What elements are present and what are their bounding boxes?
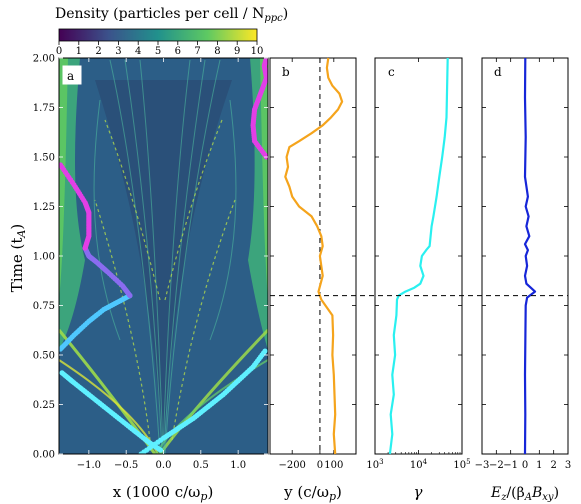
y-axis-label: Time (tA) — [8, 224, 28, 292]
panel-b: b −200 0 100 y (c/ωp) — [269, 57, 357, 503]
colorbar-tick-label: 3 — [115, 46, 121, 57]
x-tick-label: 1 — [536, 460, 542, 471]
y-tick-label: 2.00 — [33, 54, 55, 65]
colorbar-tick-label: 9 — [234, 46, 240, 57]
x-tick-label: 2 — [550, 460, 556, 471]
panel-letter-b: b — [282, 65, 290, 79]
colorbar-label: Density (particles per cell / Nppc) — [55, 6, 288, 24]
x-tick-label: 1.0 — [230, 460, 246, 471]
trajectory-point — [263, 58, 268, 61]
x-tick-label: 104 — [410, 458, 428, 471]
x-axis-label-a: x (1000 c/ωp) — [113, 483, 214, 503]
panel-c: c 103 104 105 γ — [366, 57, 471, 501]
x-tick-label: −0.5 — [114, 460, 138, 471]
x-axis-label-d: Ez/(βABxy) — [490, 485, 559, 503]
panel-d: d −3 −2 −1 0 1 2 3 Ez/(βABxy) — [475, 57, 571, 503]
y-tick-label: 0.00 — [33, 450, 55, 461]
y-tick-label: 1.75 — [33, 103, 55, 114]
x-tick-label: 0 — [317, 460, 323, 471]
panel-letter-d: d — [494, 65, 502, 79]
series-line — [523, 57, 537, 455]
y-tick-label: 0.25 — [33, 400, 55, 411]
trajectory-point — [59, 370, 65, 376]
x-tick-label: 105 — [453, 458, 470, 471]
x-tick-label: 103 — [366, 458, 383, 471]
y-tick-label: 1.00 — [33, 252, 55, 263]
panel-a: a 0.00 0.25 0.50 0.75 1.00 1.25 1.50 1.75 2.00 −1… — [8, 54, 269, 503]
colorbar-tick-label: 5 — [155, 46, 161, 57]
colorbar-tick-label: 10 — [251, 46, 264, 57]
y-tick-label: 1.50 — [33, 153, 55, 164]
x-tick-label: −200 — [278, 460, 305, 471]
x-axis-label-b: y (c/ωp) — [283, 483, 342, 503]
series-line — [388, 57, 449, 455]
y-tick-label: 0.75 — [33, 301, 55, 312]
x-tick-label: −3 — [475, 460, 490, 471]
x-axis-label-c: γ — [414, 483, 423, 501]
x-tick-label: −1 — [503, 460, 518, 471]
x-tick-label: 0 — [522, 460, 528, 471]
panel-letter-a: a — [67, 69, 74, 83]
trajectory-point — [138, 451, 144, 454]
x-tick-label: 3 — [565, 460, 571, 471]
x-tick-label: −1.0 — [77, 460, 101, 471]
colorbar-tick-label: 1 — [76, 46, 82, 57]
y-tick-label: 0.50 — [33, 351, 55, 362]
colorbar-tick-label: 4 — [135, 46, 141, 57]
colorbar-tick-label: 7 — [194, 46, 200, 57]
series-line — [284, 57, 344, 455]
density-map — [59, 58, 268, 454]
panel-letter-c: c — [388, 65, 395, 79]
x-tick-label: 0.5 — [193, 460, 209, 471]
trajectory-point — [59, 162, 64, 168]
x-tick-label: 100 — [324, 460, 343, 471]
x-tick-label: 0.0 — [156, 460, 172, 471]
colorbar-tick-label: 6 — [175, 46, 181, 57]
colorbar-tick-label: 0 — [56, 46, 62, 57]
y-tick-label: 1.25 — [33, 202, 55, 213]
colorbar-tick-label: 2 — [95, 46, 101, 57]
x-tick-label: −2 — [489, 460, 504, 471]
colorbar-ticks: 0 1 2 3 4 5 6 7 8 9 10 — [56, 41, 264, 57]
colorbar — [58, 28, 258, 42]
colorbar-tick-label: 8 — [214, 46, 220, 57]
